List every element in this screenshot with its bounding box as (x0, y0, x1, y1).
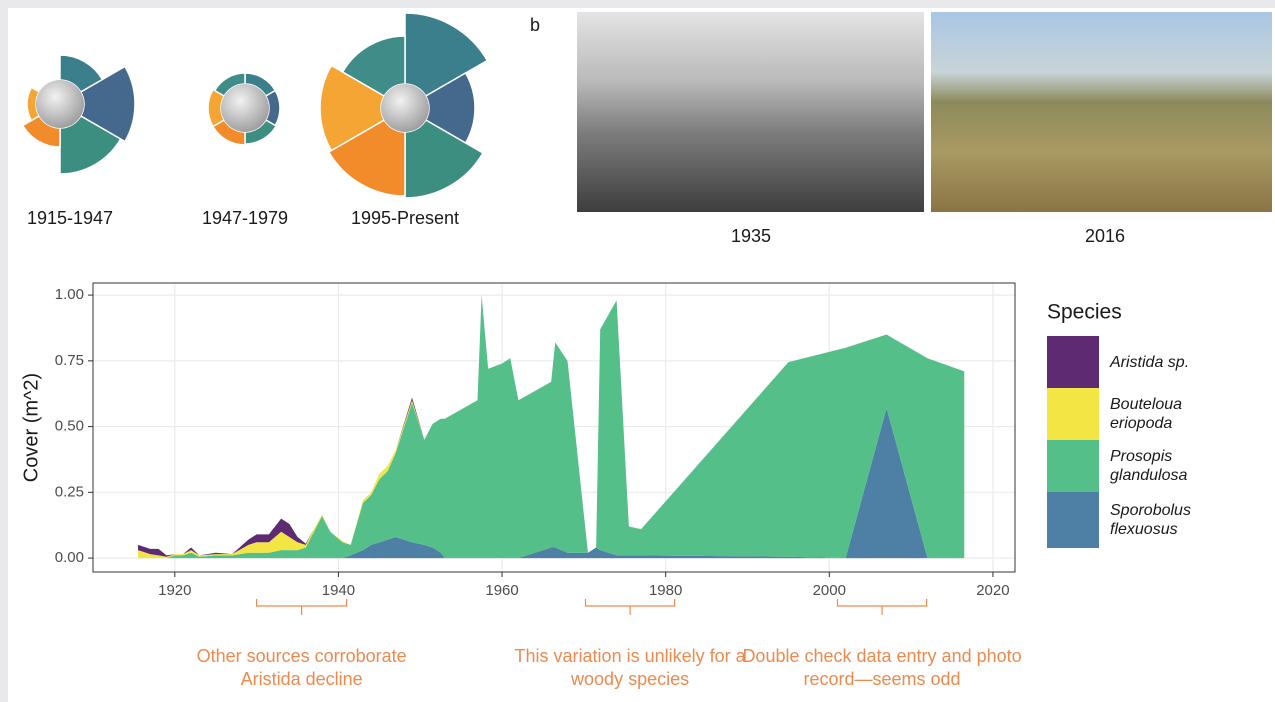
photo (577, 12, 924, 212)
x-tick-label: 1920 (158, 582, 191, 599)
glyph-label: 1995-Present (351, 208, 459, 228)
y-axis-title: Cover (m^2) (20, 373, 42, 482)
legend-key (1047, 440, 1099, 492)
x-tick-label: 1980 (649, 582, 682, 599)
photo-caption: 1935 (731, 226, 771, 246)
radial-sector (424, 71, 476, 145)
x-tick-label: 1940 (322, 582, 355, 599)
annotation-bracket (836, 599, 928, 615)
glyph-label: 1915-1947 (27, 208, 113, 228)
x-tick-label: 2020 (976, 582, 1009, 599)
radial-hub (221, 84, 269, 132)
x-tick-label: 2000 (813, 582, 846, 599)
photo-caption: 2016 (1085, 226, 1125, 246)
legend-key (1047, 388, 1099, 440)
legend-label: Aristida sp. (1110, 353, 1190, 371)
y-tick-label: 0.75 (55, 352, 84, 369)
y-tick-label: 0.00 (55, 549, 84, 566)
photo (931, 12, 1272, 212)
legend-label: Bouteloua eriopoda (1110, 396, 1183, 432)
radial-hub (36, 80, 84, 128)
legend-label: Prosopis glandulosa (1110, 448, 1188, 484)
radial-hub (381, 84, 429, 132)
panel-label: b (530, 15, 540, 35)
plot-border (92, 282, 1016, 573)
legend-key (1047, 492, 1099, 548)
y-tick-label: 0.50 (55, 418, 84, 435)
y-tick-label: 1.00 (55, 286, 84, 303)
annotation-text: Other sources corroborate Aristida decli… (196, 646, 407, 689)
annotation-bracket (256, 599, 348, 615)
x-tick-label: 1960 (485, 582, 518, 599)
legend-title: Species (1047, 301, 1122, 324)
legend-key (1047, 336, 1099, 388)
area (137, 408, 965, 559)
annotation-bracket (584, 599, 676, 615)
area (137, 295, 965, 559)
annotation-text: Double check data entry and photo record… (742, 646, 1022, 689)
y-tick-label: 0.25 (55, 483, 84, 500)
annotation-text: This variation is unlikely for a woody s… (514, 646, 746, 689)
legend-label: Sporobolus flexuosus (1110, 502, 1191, 538)
radial-sector (341, 35, 406, 98)
glyph-label: 1947-1979 (202, 208, 288, 228)
